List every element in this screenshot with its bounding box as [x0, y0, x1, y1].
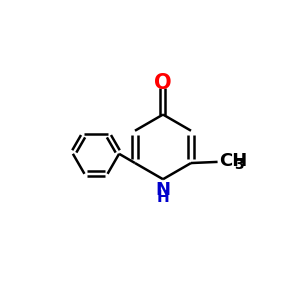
Text: N: N — [155, 181, 170, 199]
Text: 3: 3 — [234, 158, 244, 172]
Text: H: H — [157, 190, 169, 205]
Text: O: O — [154, 73, 172, 93]
Text: CH: CH — [219, 152, 248, 170]
